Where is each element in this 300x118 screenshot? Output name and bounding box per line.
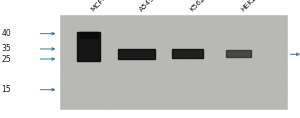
Bar (172, 49, 203, 58)
Bar (226, 50, 251, 57)
Bar (77, 32, 100, 61)
Text: K562: K562 (189, 0, 206, 13)
Bar (118, 49, 155, 59)
Text: 35: 35 (2, 44, 11, 53)
Text: HEK293: HEK293 (240, 0, 265, 13)
Bar (80, 32, 98, 38)
Text: 25: 25 (2, 55, 11, 63)
Text: 15: 15 (2, 85, 11, 94)
Text: A549: A549 (138, 0, 156, 13)
Text: MCF-7: MCF-7 (90, 0, 110, 13)
Bar (60, 15, 286, 109)
Text: 40: 40 (2, 29, 11, 38)
